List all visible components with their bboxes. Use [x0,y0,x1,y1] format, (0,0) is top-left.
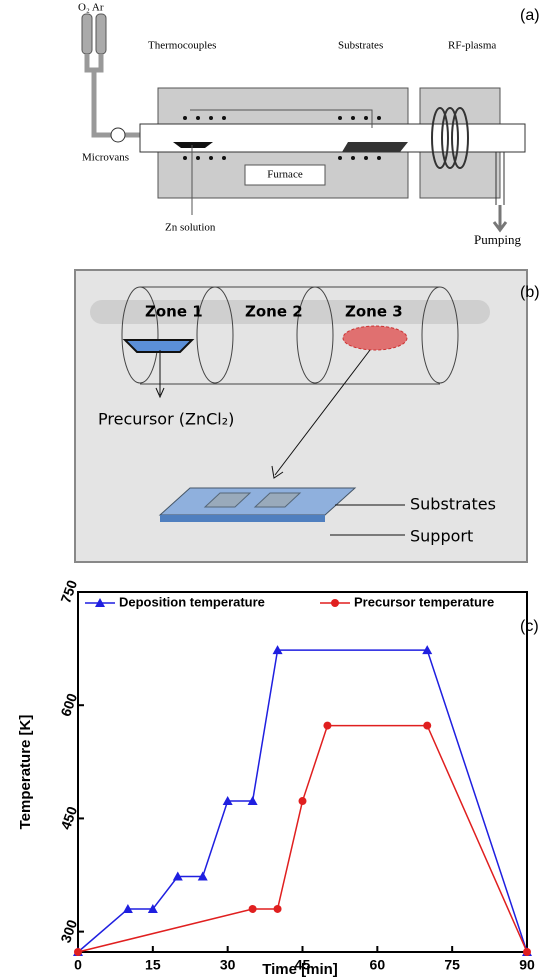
panel-tag: (a) [520,7,540,24]
marker [274,905,282,913]
label: Precursor (ZnCl₂) [98,410,234,429]
y-tick-label: 300 [57,917,80,945]
valve [111,128,125,142]
label: Microvans [82,152,129,164]
gas-cylinder [96,14,106,54]
substrate [342,142,408,152]
panel-a: O₂ Ar Thermocouples Substrates RF-plasma… [78,2,540,247]
precursor-boat [125,340,192,352]
marker [74,948,82,956]
x-tick-label: 15 [145,957,161,973]
marker [299,797,307,805]
label: Substrates [410,495,496,514]
x-tick-label: 60 [370,957,386,973]
pump-arrow [494,205,506,230]
y-tick-label: 450 [57,804,80,832]
label: Thermocouples [148,40,216,52]
x-tick-label: 45 [295,957,311,973]
label: Zone 1 [145,303,203,321]
label: RF-plasma [448,40,496,52]
substrate-zone [343,326,407,350]
label: O₂ Ar [78,2,104,14]
legend-label: Deposition temperature [119,594,265,609]
legend-marker [331,599,339,607]
panel-tag: (b) [520,284,540,301]
legend-label: Precursor temperature [354,594,494,609]
panel-b: Zone 1 Zone 2 Zone 3 Precursor (ZnCl₂) S… [75,270,540,562]
x-tick-label: 30 [220,957,236,973]
x-tick-label: 90 [519,957,535,973]
figure: O₂ Ar Thermocouples Substrates RF-plasma… [0,0,547,979]
marker [523,948,531,956]
label: Furnace [267,169,303,181]
x-tick-label: 75 [444,957,460,973]
panel-tag: (c) [520,618,539,635]
label: Zn solution [165,222,216,234]
label: Support [410,527,473,546]
y-axis-label: Temperature [K] [17,715,34,830]
gas-line [87,54,140,135]
gas-cylinder [82,14,92,54]
y-tick-label: 600 [57,691,80,719]
series-line [78,726,527,952]
label: Pumping [474,232,521,247]
x-tick-label: 0 [74,957,82,973]
y-tick-label: 750 [57,578,80,606]
plot-frame [78,592,527,952]
label: Substrates [338,40,383,52]
label: Zone 2 [245,303,303,321]
marker [423,722,431,730]
label: Zone 3 [345,303,403,321]
marker [249,905,257,913]
support [160,488,355,515]
marker [323,722,331,730]
support-edge [160,515,325,522]
